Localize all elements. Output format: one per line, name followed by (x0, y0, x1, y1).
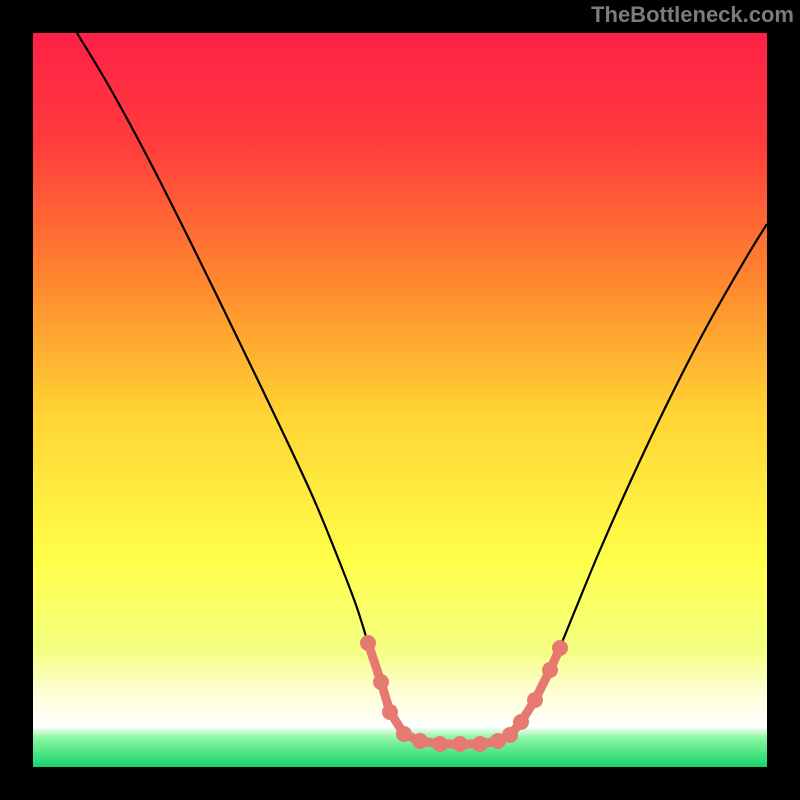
barrier-node (473, 737, 488, 752)
gradient-panel (33, 33, 767, 767)
barrier-node (543, 663, 558, 678)
barrier-node (514, 715, 529, 730)
barrier-node (374, 675, 389, 690)
barrier-node (413, 734, 428, 749)
barrier-node (397, 727, 412, 742)
bottleneck-chart (0, 0, 800, 800)
barrier-node (453, 737, 468, 752)
barrier-node (553, 641, 568, 656)
barrier-node (433, 737, 448, 752)
watermark-text: TheBottleneck.com (591, 2, 794, 28)
barrier-node (528, 693, 543, 708)
barrier-node (503, 728, 518, 743)
figure-canvas: TheBottleneck.com (0, 0, 800, 800)
barrier-node (383, 705, 398, 720)
barrier-node (361, 636, 376, 651)
